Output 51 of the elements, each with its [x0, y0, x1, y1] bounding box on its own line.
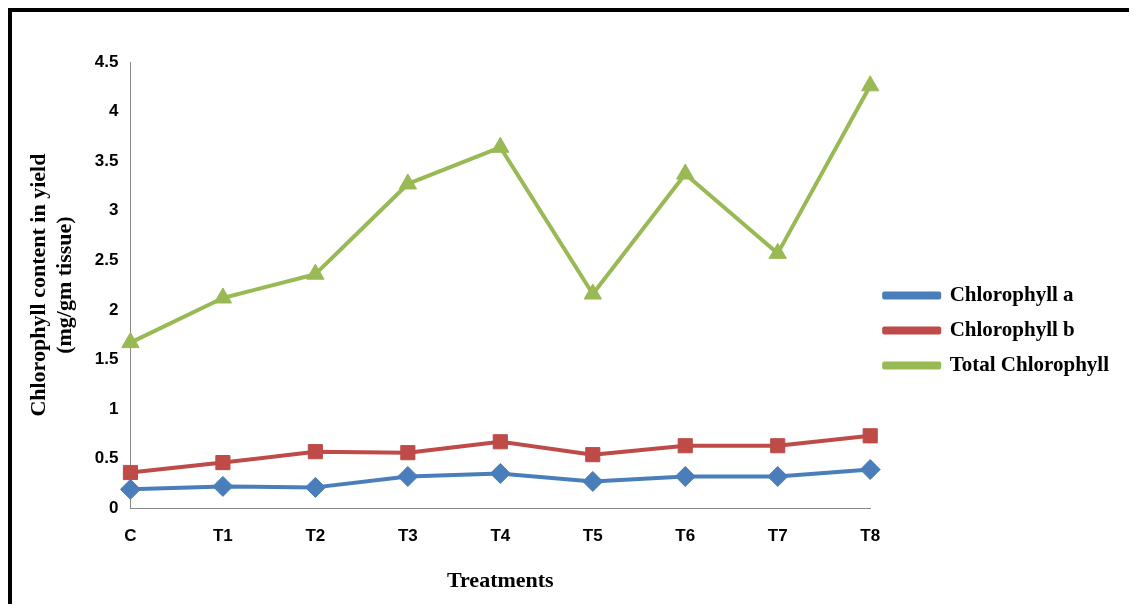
point	[122, 464, 138, 481]
point	[677, 438, 693, 454]
point	[119, 478, 141, 500]
x-tick-label: T8	[860, 526, 881, 546]
point	[489, 463, 511, 484]
legend-label: Chlorophyll b	[949, 316, 1075, 341]
point	[492, 434, 508, 450]
point	[859, 459, 881, 481]
point	[306, 263, 325, 280]
point	[398, 173, 417, 190]
y-tick-label: 4.5	[94, 51, 119, 71]
point	[121, 332, 140, 349]
point	[491, 136, 510, 153]
y-tick-label: 2	[108, 299, 119, 319]
x-tick-label: T3	[397, 526, 418, 546]
y-tick-label: 1.5	[94, 349, 119, 369]
point	[674, 465, 696, 487]
y-tick-label: 2.5	[94, 250, 119, 269]
y-tick-label: 4	[108, 101, 119, 121]
point	[767, 465, 789, 487]
point	[213, 287, 233, 304]
point	[768, 242, 787, 259]
point	[304, 476, 326, 498]
point	[215, 455, 231, 471]
point	[861, 75, 880, 92]
y-tick-label: 0.5	[94, 448, 119, 468]
point	[582, 470, 604, 492]
y-tick-label: 3.5	[94, 150, 119, 170]
x-axis-title: Treatments	[446, 567, 555, 593]
x-tick-label: C	[124, 526, 137, 546]
y-tick-label: 1	[108, 398, 119, 418]
point	[583, 283, 602, 300]
point	[212, 475, 234, 497]
y-tick-label: 3	[108, 200, 119, 220]
point	[397, 465, 419, 487]
point	[676, 163, 695, 180]
x-tick-label: T2	[305, 526, 326, 546]
x-tick-label: T7	[767, 526, 788, 546]
y-axis-title: Chlorophyll content in yield (mg/gm tissue)	[24, 153, 77, 417]
point	[862, 428, 878, 444]
point	[770, 438, 786, 454]
x-tick-label: T4	[490, 526, 511, 546]
point	[307, 444, 323, 460]
legend-label: Total Chlorophyll	[949, 351, 1110, 376]
point	[585, 447, 601, 463]
y-tick-label: 0	[108, 497, 119, 517]
x-tick-label: T6	[675, 526, 696, 546]
point	[400, 445, 416, 461]
legend-label: Chlorophyll a	[949, 281, 1075, 306]
x-tick-label: T1	[212, 526, 233, 546]
x-tick-label: T5	[582, 526, 603, 546]
